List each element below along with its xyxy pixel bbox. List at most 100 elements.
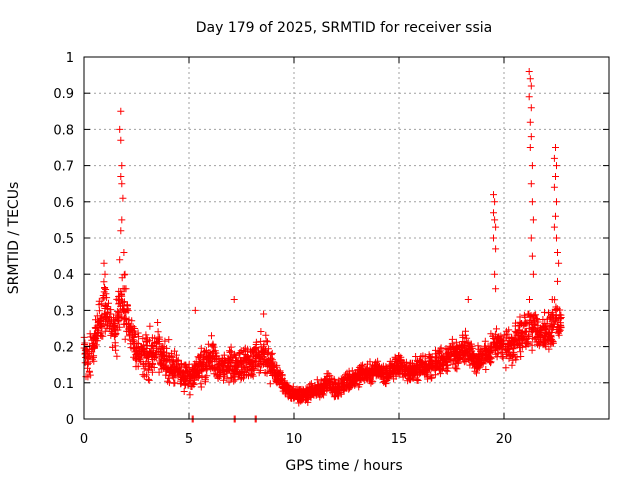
data-point (495, 338, 503, 346)
data-point (552, 173, 559, 180)
data-point (266, 380, 274, 388)
data-point (124, 305, 131, 313)
data-point (103, 324, 111, 332)
data-point (135, 333, 143, 341)
y-tick-label: 0.4 (53, 268, 74, 283)
data-point (528, 252, 536, 260)
data-point (117, 136, 125, 144)
data-point (438, 365, 446, 373)
data-point (548, 339, 556, 347)
data-point (535, 342, 543, 350)
data-point (165, 336, 173, 344)
data-point (96, 331, 104, 339)
data-point (98, 312, 106, 320)
data-point (297, 397, 305, 405)
data-point (190, 366, 198, 374)
data-point (91, 343, 99, 351)
y-tick-label: 0.1 (53, 377, 74, 392)
data-point (496, 339, 504, 347)
data-point (490, 191, 497, 199)
data-point (554, 329, 562, 337)
data-point (164, 377, 172, 385)
data-point (473, 369, 480, 377)
data-point (260, 310, 268, 318)
data-point (451, 364, 459, 372)
data-point (144, 350, 152, 358)
data-point (238, 358, 246, 366)
y-tick-label: 0.3 (53, 304, 74, 319)
data-point (99, 295, 107, 303)
data-point (553, 323, 561, 331)
data-point (249, 372, 257, 380)
data-point (257, 328, 265, 335)
data-point (528, 321, 536, 328)
data-point (435, 348, 443, 356)
data-point (196, 359, 204, 367)
data-point (203, 372, 211, 380)
data-point (343, 369, 351, 377)
data-point (529, 334, 537, 342)
data-point (248, 370, 256, 378)
data-point (122, 285, 130, 293)
data-point (134, 362, 142, 370)
data-point (86, 371, 94, 379)
data-point (209, 340, 217, 348)
data-point (490, 234, 497, 242)
data-point (427, 372, 435, 380)
data-point (97, 317, 105, 325)
data-point (146, 322, 154, 330)
data-point (522, 343, 530, 350)
data-point (171, 347, 179, 355)
data-point (502, 364, 510, 372)
data-point (453, 348, 461, 356)
y-tick-label: 1 (66, 51, 74, 66)
data-point (521, 331, 529, 339)
data-point (148, 368, 156, 376)
data-point (521, 313, 529, 321)
data-point (512, 319, 519, 327)
data-point (549, 338, 557, 346)
data-point (252, 344, 260, 352)
data-point (191, 306, 199, 314)
data-point (454, 359, 462, 367)
data-point (128, 327, 136, 335)
data-point (455, 353, 463, 361)
data-point (555, 259, 563, 267)
data-point (527, 104, 535, 112)
data-point (270, 363, 278, 371)
data-point (219, 361, 227, 369)
data-point (264, 357, 272, 365)
data-point (267, 351, 275, 359)
data-point (154, 328, 162, 336)
data-point (555, 326, 563, 334)
data-point (133, 339, 141, 347)
data-point (227, 343, 235, 351)
x-tick-label: 0 (80, 432, 88, 447)
data-point (487, 359, 494, 367)
data-point (364, 369, 372, 377)
data-point (395, 352, 403, 359)
x-tick-label: 20 (496, 432, 513, 447)
data-point (474, 359, 482, 367)
scatter-points (80, 68, 565, 423)
data-point (92, 316, 99, 324)
data-point (528, 341, 536, 349)
data-point (464, 339, 472, 347)
data-point (230, 296, 238, 303)
data-point (120, 249, 128, 256)
data-point (553, 162, 560, 170)
data-point (443, 350, 451, 358)
data-point (185, 379, 193, 387)
data-point (402, 371, 409, 379)
data-point (116, 256, 124, 264)
data-point (493, 325, 500, 333)
data-point (539, 323, 547, 331)
data-point (93, 337, 101, 345)
data-point (526, 144, 534, 151)
y-tick-label: 0.2 (53, 341, 74, 356)
data-point (517, 320, 525, 328)
data-point (235, 350, 243, 358)
data-point (100, 278, 108, 286)
data-point (532, 327, 540, 335)
